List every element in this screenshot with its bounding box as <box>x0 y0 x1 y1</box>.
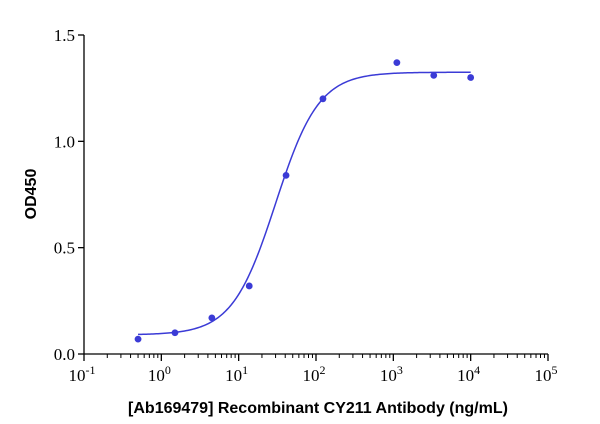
x-tick-label: 105 <box>535 363 558 385</box>
x-tick-label: 104 <box>457 363 480 385</box>
y-axis-title: OD450 <box>23 169 40 220</box>
fit-curve <box>138 71 471 336</box>
data-points <box>134 59 475 343</box>
y-tick-label: 0.5 <box>54 239 75 258</box>
data-point <box>282 171 290 179</box>
data-point <box>467 74 475 81</box>
data-point <box>430 72 438 79</box>
y-tick-label: 0.0 <box>54 345 75 364</box>
x-axis-title: [Ab169479] Recombinant CY211 Antibody (n… <box>128 400 508 417</box>
data-point <box>393 59 401 67</box>
y-tick-label: 1.0 <box>54 132 75 151</box>
axes <box>83 35 548 355</box>
data-point <box>134 335 142 343</box>
y-ticks: 0.0 0.5 1.0 1.5 <box>54 26 84 364</box>
x-tick-label: 102 <box>303 363 326 385</box>
x-tick-label: 103 <box>380 363 403 385</box>
data-point <box>245 282 253 290</box>
data-point <box>171 329 179 337</box>
x-tick-label: 101 <box>225 363 248 385</box>
y-tick-label: 1.5 <box>54 26 75 45</box>
x-ticks: 10-1 100 101 102 103 104 105 <box>69 354 558 385</box>
data-point <box>208 314 216 322</box>
x-tick-label: 100 <box>148 363 171 385</box>
data-point <box>319 95 327 103</box>
x-tick-label: 10-1 <box>69 363 96 385</box>
